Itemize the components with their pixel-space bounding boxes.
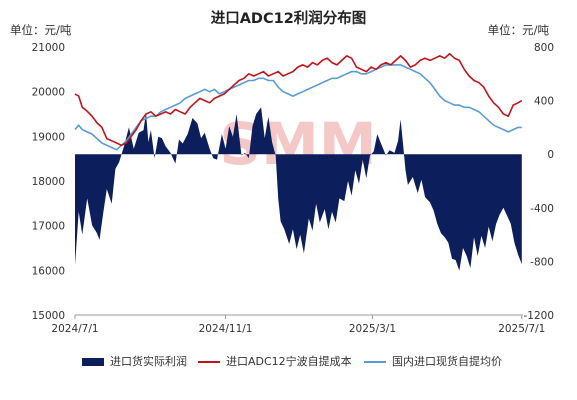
x-tick-label: 2025/7/1 [498, 323, 545, 335]
right-tick-label: 0 [547, 149, 554, 161]
right-axis-unit: 单位：元/吨 [487, 23, 549, 37]
chart-title: 进口ADC12利润分布图 [210, 11, 367, 27]
left-tick-label: 20000 [32, 87, 65, 99]
x-tick-label: 2024/11/1 [199, 323, 253, 335]
series-price-line [74, 64, 522, 151]
right-tick-label: -800 [530, 256, 554, 268]
right-tick-label: -400 [530, 203, 554, 215]
series-profit-area [75, 107, 522, 271]
x-tick-label: 2025/3/1 [349, 323, 396, 335]
legend-item-profit: 进口货实际利润 [82, 353, 187, 369]
legend-swatch-price [364, 361, 386, 363]
legend-label-cost: 进口ADC12宁波自提成本 [226, 355, 352, 368]
left-tick-label: 16000 [32, 265, 65, 277]
left-tick-label: 19000 [32, 131, 65, 143]
legend-swatch-cost [198, 361, 220, 363]
legend-item-cost: 进口ADC12宁波自提成本 [198, 353, 352, 369]
left-axis-unit: 单位：元/吨 [10, 23, 72, 37]
right-tick-label: 400 [534, 96, 554, 108]
legend-item-price: 国内进口现货自提均价 [364, 353, 502, 369]
right-tick-label: 800 [534, 42, 554, 54]
left-tick-label: 15000 [32, 310, 65, 322]
series-cost-line [74, 52, 523, 147]
x-tick-label: 2024/7/1 [51, 323, 98, 335]
chart-legend: 进口货实际利润 进口ADC12宁波自提成本 国内进口现货自提均价 [0, 353, 577, 371]
left-tick-label: 17000 [32, 221, 65, 233]
right-tick-label: -1200 [523, 310, 554, 322]
legend-label-price: 国内进口现货自提均价 [392, 355, 502, 368]
left-tick-label: 21000 [32, 42, 65, 54]
legend-swatch-profit [82, 358, 104, 366]
legend-label-profit: 进口货实际利润 [110, 355, 187, 368]
left-tick-label: 18000 [32, 176, 65, 188]
